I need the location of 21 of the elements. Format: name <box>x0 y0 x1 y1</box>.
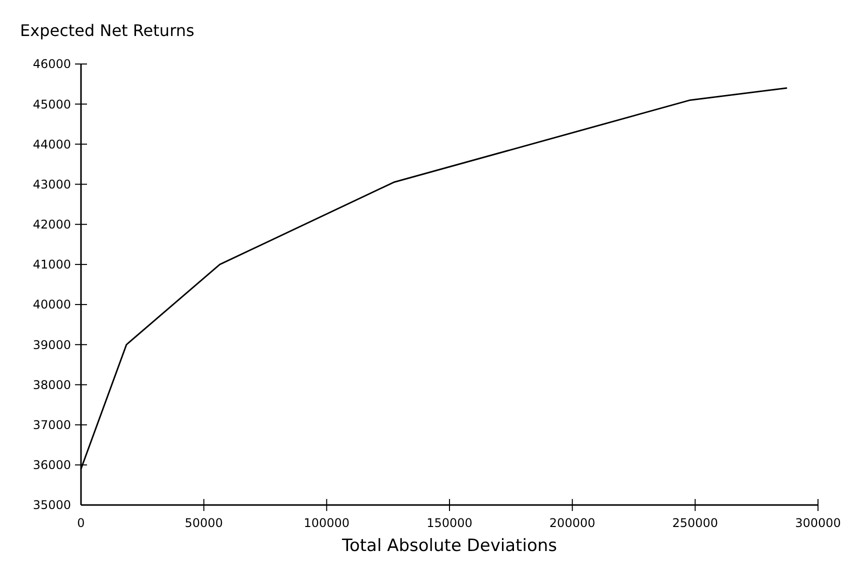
y-tick-label: 42000 <box>32 218 71 232</box>
x-tick-label: 250000 <box>672 516 718 530</box>
x-tick-label: 200000 <box>549 516 596 530</box>
y-tick-label: 46000 <box>32 57 71 72</box>
x-tick-label: 50000 <box>184 516 223 530</box>
y-tick-label: 41000 <box>32 258 71 272</box>
y-tick-label: 45000 <box>32 97 71 112</box>
x-tick-label: 100000 <box>304 516 350 530</box>
x-tick-label: 300000 <box>795 516 841 530</box>
x-tick-label: 150000 <box>426 516 472 530</box>
x-tick-label: 0 <box>77 516 85 530</box>
y-tick-label: 37000 <box>32 418 71 432</box>
y-axis-title: Expected Net Returns <box>20 21 194 40</box>
x-axis-title: Total Absolute Deviations <box>341 536 558 556</box>
y-tick-label: 44000 <box>32 137 71 152</box>
y-tick-label: 38000 <box>32 378 71 392</box>
y-tick-label: 36000 <box>32 458 71 472</box>
y-tick-label: 43000 <box>32 177 71 192</box>
y-tick-label: 39000 <box>32 338 71 352</box>
y-tick-label: 35000 <box>32 498 71 512</box>
y-tick-label: 40000 <box>32 298 71 312</box>
